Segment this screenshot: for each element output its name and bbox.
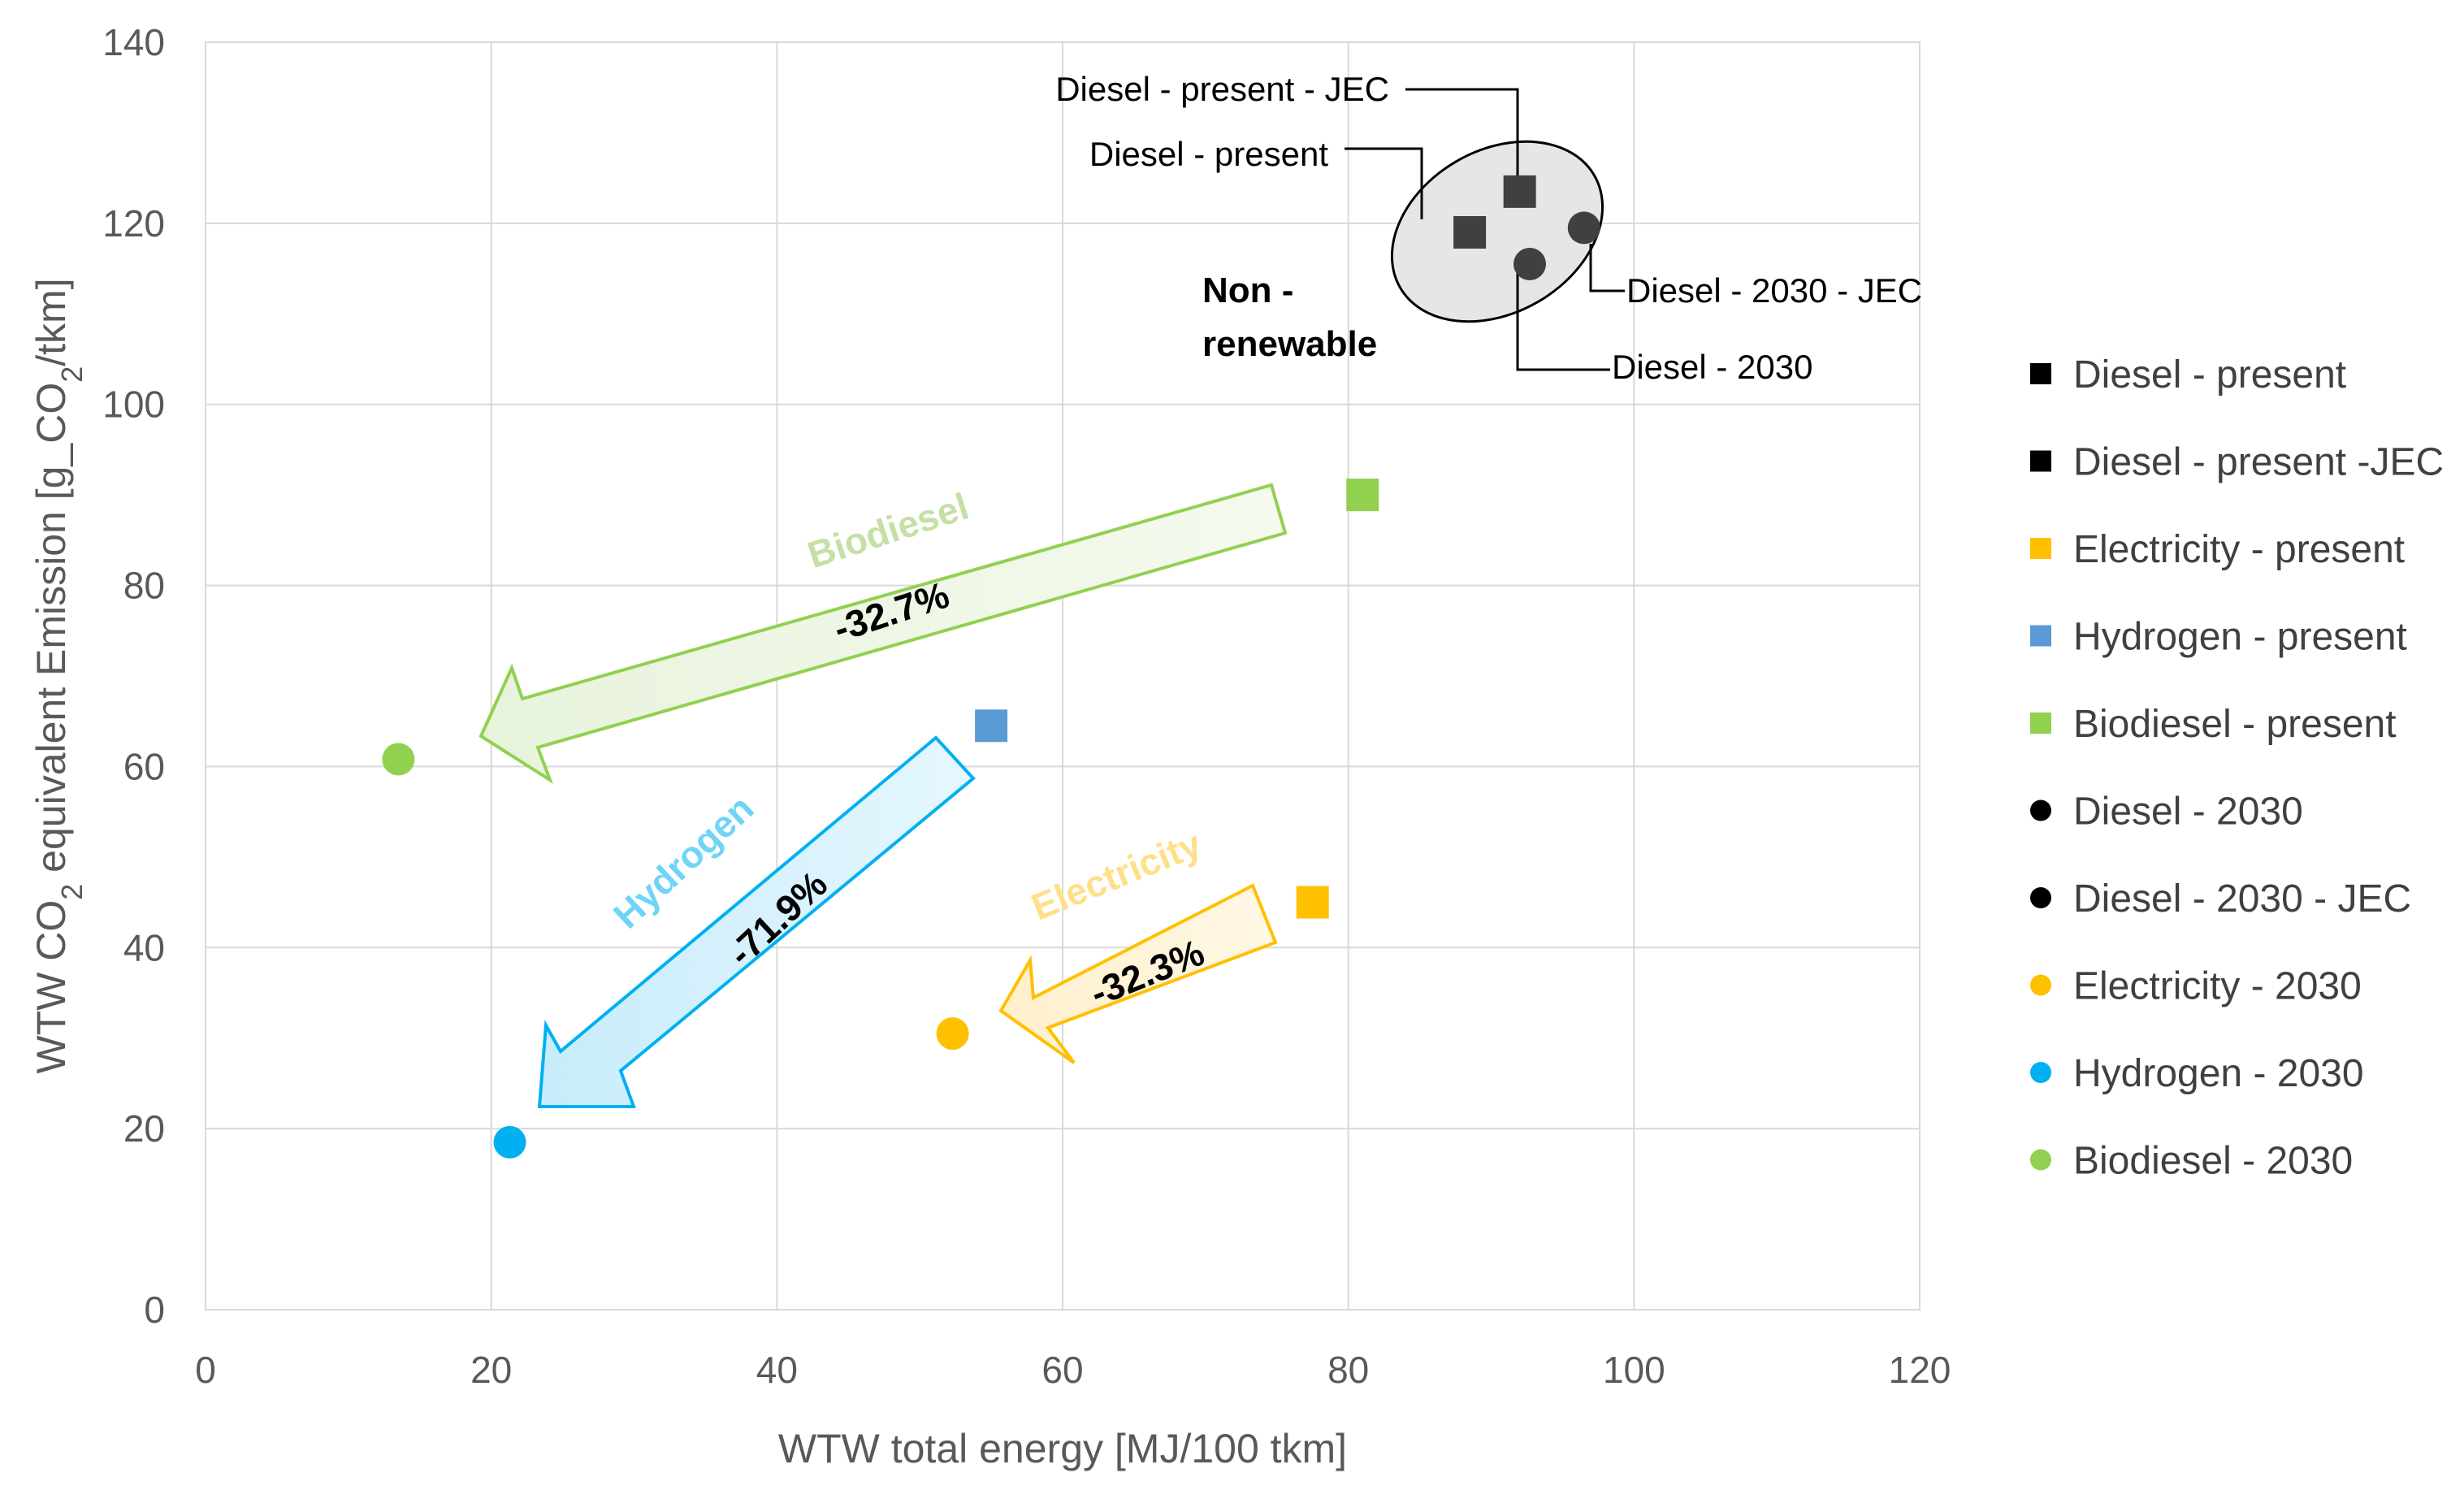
point-electricity-present — [1296, 886, 1329, 919]
legend-marker — [2030, 625, 2051, 647]
biodiesel-arrow — [479, 483, 1288, 784]
non-renewable-ellipse — [1390, 140, 1604, 323]
annotation-diesel-2030-jec: Diesel - 2030 - JEC — [1626, 271, 1922, 310]
legend-label: Diesel - present -JEC — [2073, 441, 2444, 484]
legend-label: Electricity - present — [2073, 528, 2405, 571]
annotation-diesel-present-jec: Diesel - present - JEC — [1055, 70, 1389, 108]
legend-marker — [2030, 1149, 2051, 1171]
legend-label: Diesel - 2030 - JEC — [2073, 877, 2411, 921]
leader-diesel-present-jec — [1405, 88, 1519, 179]
point-biodiesel-present — [1346, 479, 1379, 512]
x-tick-label: 80 — [1327, 1349, 1369, 1391]
point-electricity-2030 — [936, 1017, 969, 1051]
x-tick-label: 0 — [195, 1349, 216, 1391]
leader-diesel-2030 — [1516, 272, 1610, 371]
x-tick-label: 60 — [1041, 1349, 1083, 1391]
point-diesel-2030 — [1513, 248, 1546, 280]
legend-label: Hydrogen - present — [2073, 616, 2407, 659]
data-points — [382, 175, 1600, 1159]
y-tick-label: 0 — [144, 1289, 165, 1331]
legend-label: Biodiesel - present — [2073, 703, 2397, 746]
y-tick-labels: 0 20 40 60 80 100 120 140 — [102, 21, 165, 1331]
point-hydrogen-present — [975, 709, 1008, 743]
x-tick-label: 40 — [756, 1349, 798, 1391]
y-tick-label: 60 — [123, 745, 165, 787]
legend-marker — [2030, 538, 2051, 559]
electricity-arrow — [998, 883, 1278, 1064]
point-diesel-present-jec — [1503, 175, 1536, 208]
y-tick-label: 40 — [123, 926, 165, 968]
point-diesel-present — [1453, 216, 1487, 249]
annotation-diesel-2030: Diesel - 2030 — [1612, 348, 1812, 386]
x-axis-label: WTW total energy [MJ/100 tkm] — [778, 1426, 1347, 1471]
x-tick-label: 20 — [470, 1349, 512, 1391]
legend-label: Diesel - present — [2073, 353, 2346, 396]
x-tick-label: 100 — [1603, 1349, 1665, 1391]
point-hydrogen-2030 — [493, 1125, 526, 1159]
group-label-non-renewable: Non - — [1202, 271, 1293, 310]
annotation-diesel-present: Diesel - present — [1089, 135, 1328, 173]
legend-marker — [2030, 713, 2051, 734]
y-tick-label: 80 — [123, 565, 165, 607]
legend-marker — [2030, 799, 2051, 821]
legend: Diesel - present Diesel - present -JEC Ele… — [2030, 353, 2444, 1183]
x-tick-label: 120 — [1889, 1349, 1951, 1391]
point-diesel-2030-jec — [1567, 211, 1600, 245]
legend-label: Hydrogen - 2030 — [2073, 1052, 2364, 1095]
y-axis-label: WTW CO2 equivalent Emission [g_CO2/tkm] — [28, 278, 89, 1073]
legend-marker — [2030, 363, 2051, 384]
hydrogen-arrow — [537, 735, 976, 1108]
y-tick-label: 140 — [102, 21, 165, 63]
legend-label: Biodiesel - 2030 — [2073, 1140, 2353, 1183]
y-tick-label: 120 — [102, 202, 165, 245]
x-tick-labels: 0 20 40 60 80 100 120 — [195, 1349, 1951, 1391]
legend-marker — [2030, 887, 2051, 908]
legend-marker — [2030, 974, 2051, 996]
leader-diesel-2030-jec — [1589, 244, 1625, 292]
y-tick-label: 100 — [102, 383, 165, 426]
y-tick-label: 20 — [123, 1107, 165, 1150]
legend-label: Electricity - 2030 — [2073, 965, 2362, 1008]
legend-marker — [2030, 1062, 2051, 1083]
group-label-renewable: renewable — [1202, 324, 1377, 364]
legend-label: Diesel - 2030 — [2073, 791, 2303, 834]
point-biodiesel-2030 — [382, 743, 415, 776]
legend-marker — [2030, 450, 2051, 472]
leader-diesel-present — [1345, 147, 1423, 219]
